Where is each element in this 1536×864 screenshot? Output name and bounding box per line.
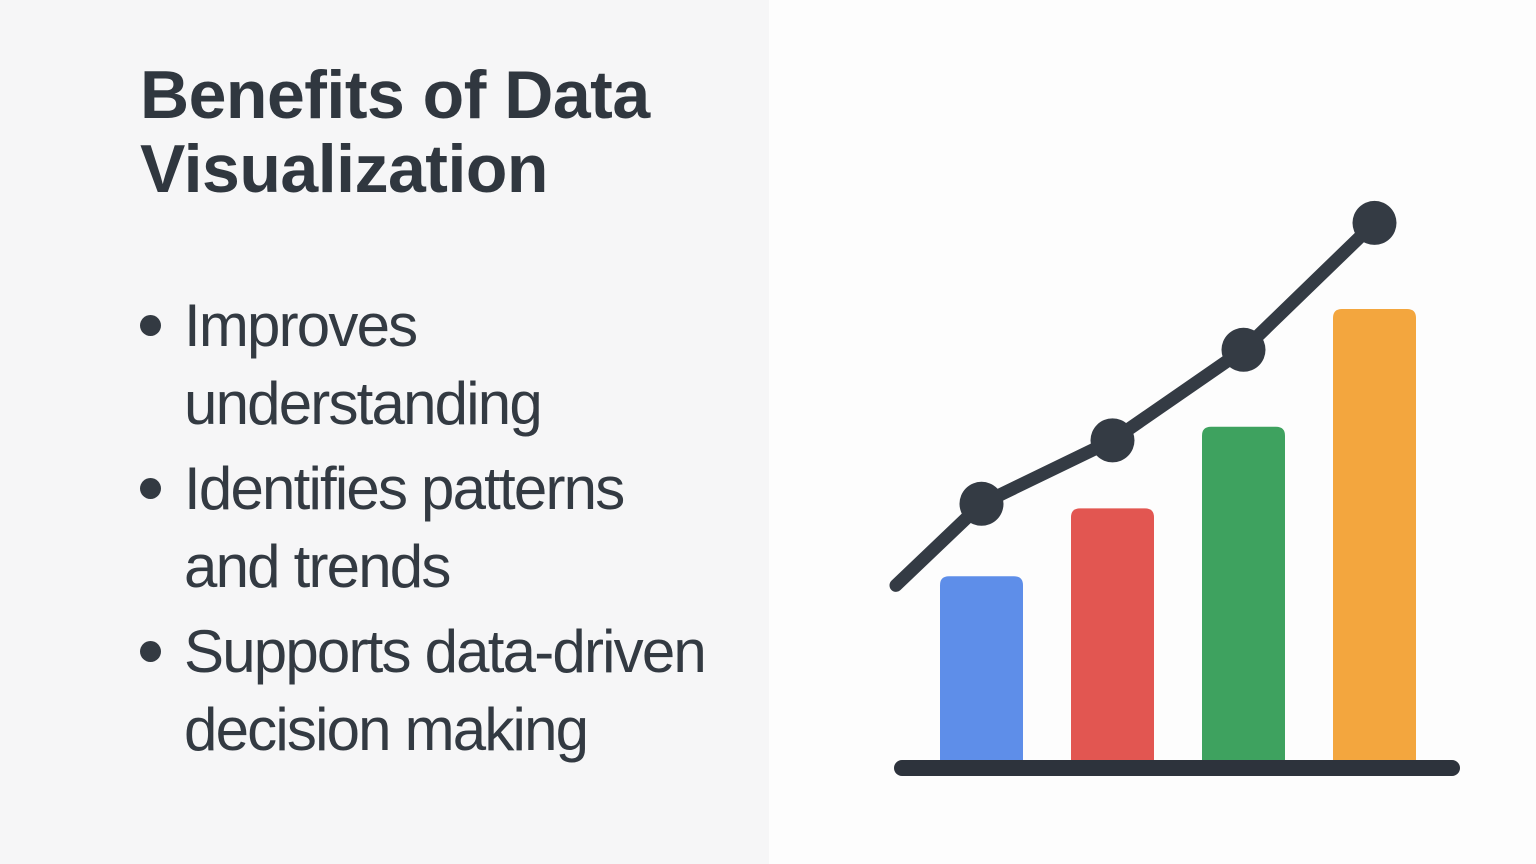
bullet-item-supports-decisions: Supports data-driven decision making (140, 613, 739, 769)
chart-bar-2 (1071, 508, 1154, 766)
benefits-bullet-list: Improves understanding Identifies patter… (140, 287, 739, 769)
bullet-3-line-1: Supports data-driven (184, 618, 707, 685)
page-title-line-2: Visualization (140, 131, 548, 207)
bullet-text: Identifies patterns and trends (184, 450, 625, 606)
bullet-dot-icon (140, 641, 161, 662)
page-title: Benefits of Data Visualization (140, 58, 739, 206)
bullet-item-improves-understanding: Improves understanding (140, 287, 739, 443)
text-panel: Benefits of Data Visualization Improves … (140, 58, 739, 769)
bullet-2-line-2: and trends (184, 533, 451, 600)
bullet-dot-icon (140, 315, 161, 336)
page-title-line-1: Benefits of Data (140, 57, 650, 133)
chart-illustration (889, 200, 1460, 776)
bullet-2-line-1: Identifies patterns (184, 455, 625, 522)
trend-dot-2 (1090, 418, 1135, 463)
chart-panel (769, 0, 1536, 864)
bullet-text: Improves understanding (184, 287, 543, 443)
trend-dot-1 (959, 481, 1004, 526)
chart-bar-4 (1333, 309, 1416, 766)
bullet-text: Supports data-driven decision making (184, 613, 707, 769)
x-axis-baseline (894, 760, 1460, 776)
chart-bar-1 (940, 576, 1023, 766)
bullet-1-line-1: Improves (184, 292, 418, 359)
trend-dot-3 (1221, 327, 1266, 372)
bullet-item-identifies-patterns: Identifies patterns and trends (140, 450, 739, 606)
bullet-1-line-2: understanding (184, 370, 543, 437)
bullet-dot-icon (140, 478, 161, 499)
bullet-3-line-2: decision making (184, 696, 589, 763)
trend-dot-4 (1352, 200, 1397, 245)
chart-bar-3 (1202, 426, 1285, 766)
